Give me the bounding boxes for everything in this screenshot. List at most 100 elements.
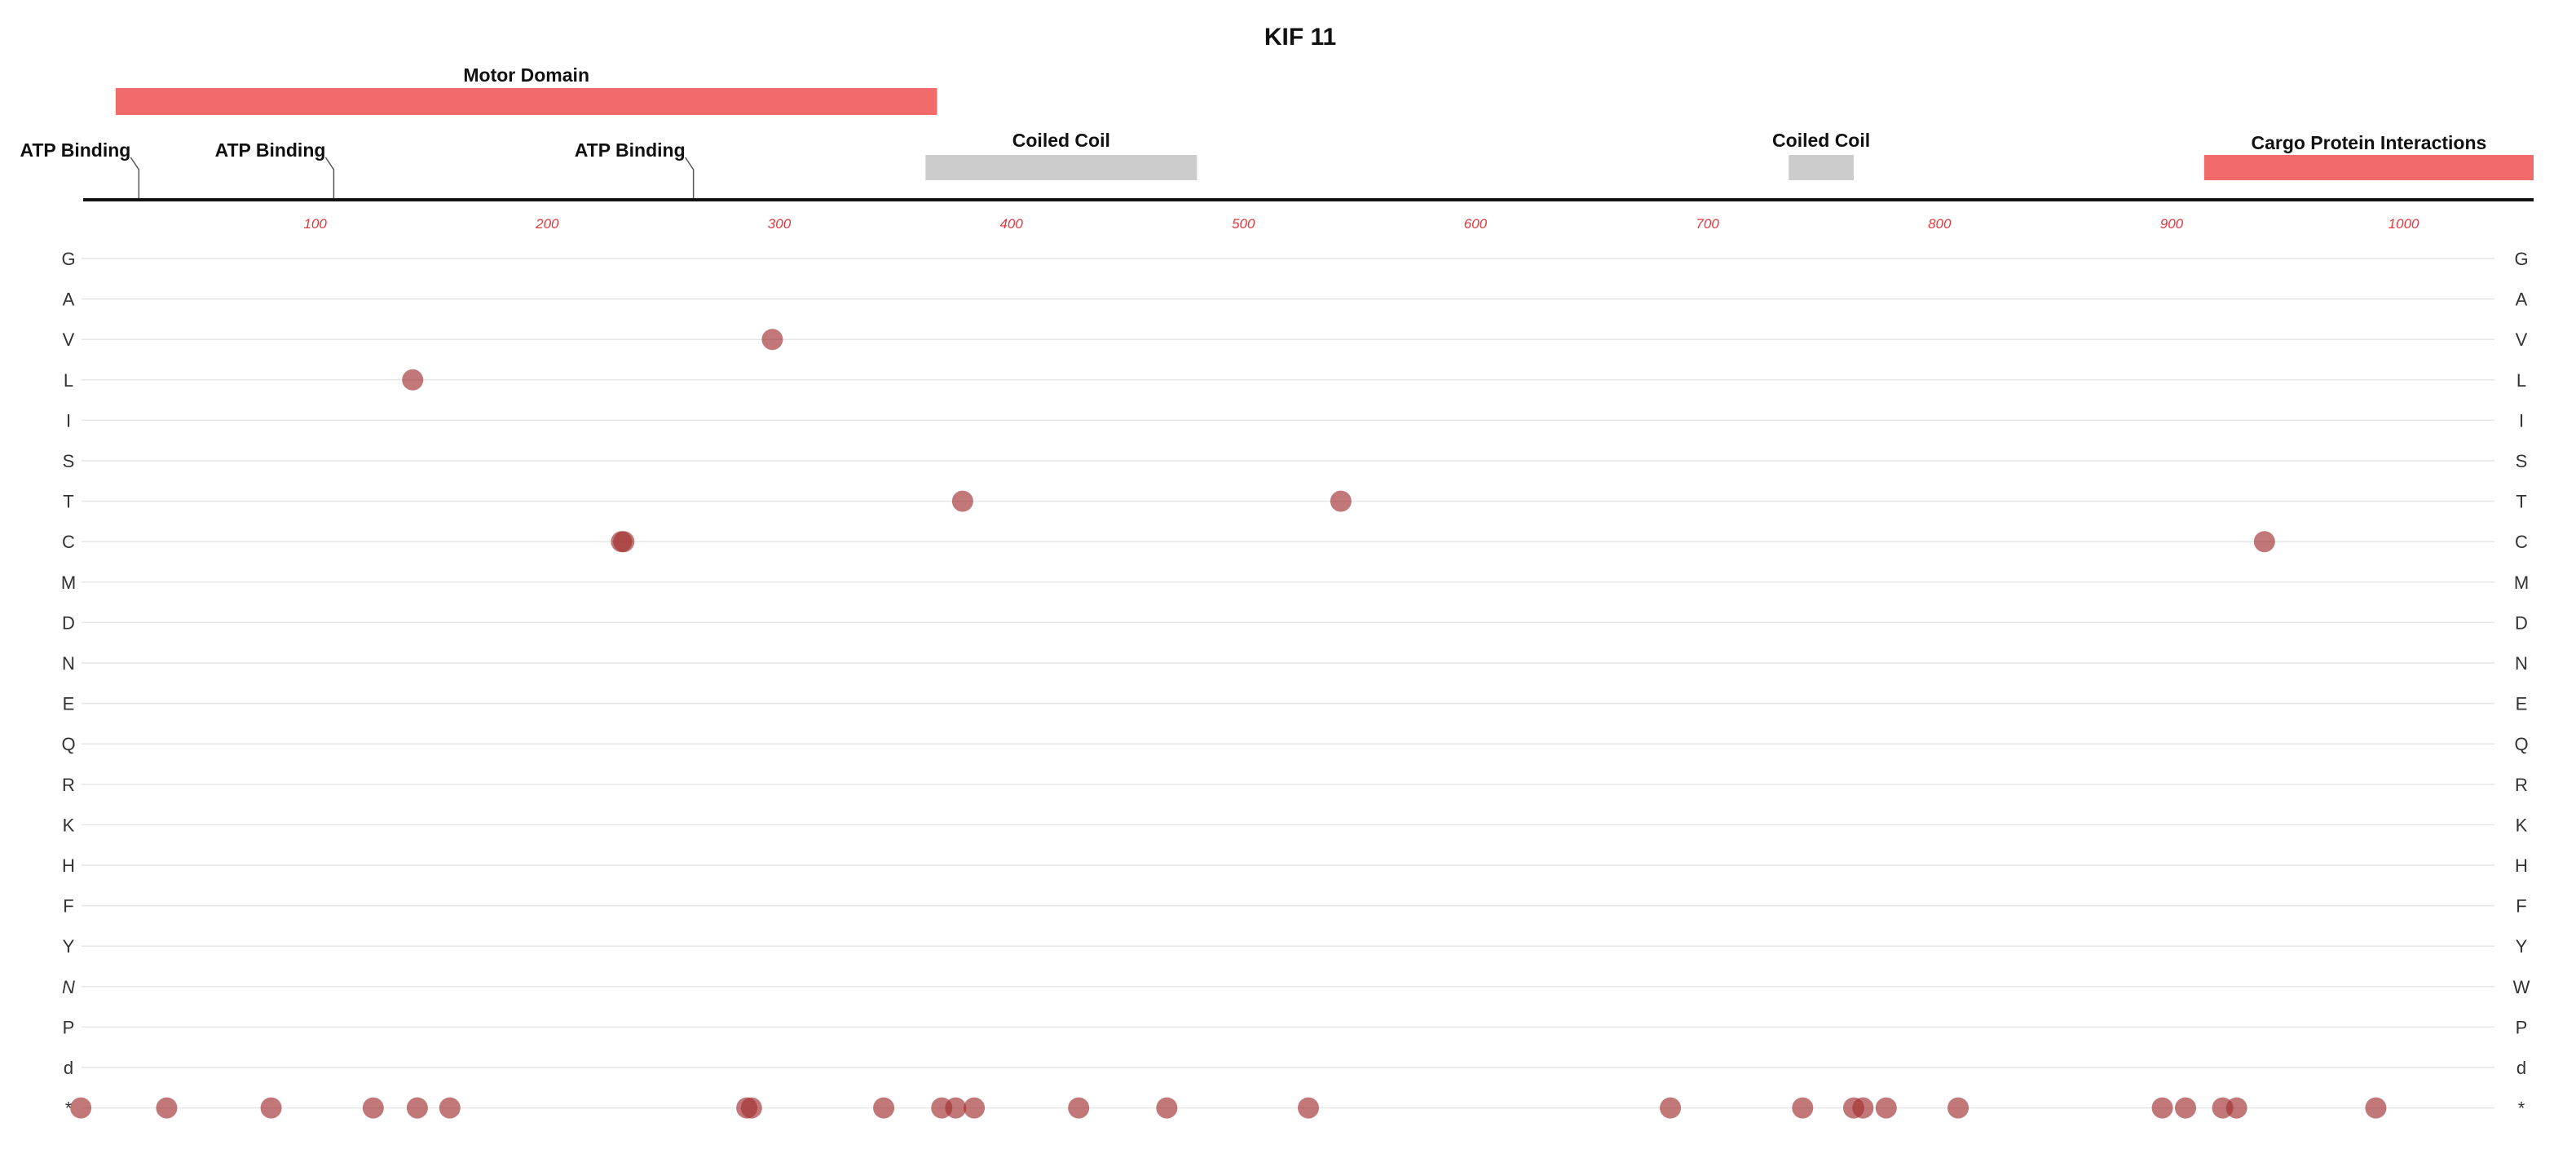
row-label-right-14: K <box>2516 815 2528 835</box>
site-leader-0 <box>130 157 140 200</box>
data-point-10 <box>362 1097 384 1119</box>
data-point-28 <box>2151 1097 2173 1119</box>
row-label-right-10: N <box>2515 653 2528 674</box>
domain-bar-0 <box>115 88 937 115</box>
x-tick-label-5: 600 <box>1464 216 1488 232</box>
row-label-right-18: W <box>2513 977 2530 997</box>
row-label-right-2: V <box>2516 329 2528 350</box>
row-label-left-21: * <box>65 1098 73 1119</box>
row-label-left-12: Q <box>61 734 75 754</box>
row-label-left-13: R <box>62 775 75 795</box>
row-label-right-11: E <box>2516 694 2528 714</box>
data-point-6 <box>2253 531 2275 553</box>
data-point-23 <box>1792 1097 1814 1119</box>
row-label-right-5: S <box>2516 451 2528 471</box>
data-point-17 <box>945 1097 967 1119</box>
data-point-20 <box>1156 1097 1178 1119</box>
row-label-left-5: S <box>63 451 75 471</box>
data-point-29 <box>2175 1097 2197 1119</box>
data-point-26 <box>1875 1097 1897 1119</box>
data-point-5 <box>613 531 635 553</box>
row-label-left-19: P <box>63 1017 75 1037</box>
domain-bar-2 <box>1789 155 1854 180</box>
x-tick-label-1: 200 <box>535 216 559 232</box>
data-point-32 <box>2365 1097 2387 1119</box>
data-point-31 <box>2225 1097 2247 1119</box>
site-label-2: ATP Binding <box>575 139 686 161</box>
row-label-right-17: Y <box>2516 936 2528 957</box>
row-grid: G GA AV VL LI IS ST TC CM MD DN NE EQ QR RK KH HF FY YN WP P… <box>61 249 2530 1119</box>
data-point-27 <box>1947 1097 1969 1119</box>
row-label-left-1: A <box>63 290 75 310</box>
data-point-25 <box>1852 1097 1874 1119</box>
row-label-left-18: N <box>62 977 75 997</box>
row-label-right-19: P <box>2516 1017 2528 1037</box>
x-tick-label-8: 900 <box>2160 216 2184 232</box>
row-label-left-11: E <box>63 694 75 714</box>
data-point-21 <box>1298 1097 1319 1119</box>
data-point-14 <box>740 1097 762 1119</box>
site-leader-2 <box>685 157 695 200</box>
data-point-12 <box>439 1097 461 1119</box>
data-point-1 <box>402 369 424 391</box>
domain-label-0: Motor Domain <box>463 64 589 86</box>
row-label-left-0: G <box>61 249 75 269</box>
row-label-right-15: H <box>2515 855 2528 876</box>
data-point-22 <box>1660 1097 1682 1119</box>
row-label-right-3: L <box>2516 370 2526 391</box>
row-label-left-3: L <box>64 370 73 391</box>
data-point-3 <box>1330 490 1352 512</box>
domain-label-3: Cargo Protein Interactions <box>2251 132 2486 153</box>
row-label-right-7: C <box>2515 532 2528 552</box>
row-label-left-9: D <box>62 612 75 633</box>
row-label-right-16: F <box>2516 896 2526 917</box>
data-point-19 <box>1068 1097 1090 1119</box>
row-label-right-12: Q <box>2514 734 2528 754</box>
data-point-9 <box>260 1097 282 1119</box>
site-track: ATP Binding ATP Binding ATP Binding <box>20 139 695 200</box>
domain-label-1: Coiled Coil <box>1012 130 1110 151</box>
x-tick-labels: 100 200 300 400 500 600 700 800 900 1000 <box>303 216 2419 232</box>
row-label-left-10: N <box>62 653 75 674</box>
data-point-15 <box>873 1097 895 1119</box>
row-label-left-15: H <box>62 855 75 876</box>
domain-bar-3 <box>2203 155 2534 180</box>
row-label-right-21: * <box>2518 1098 2525 1119</box>
site-label-1: ATP Binding <box>215 139 326 161</box>
data-point-2 <box>951 490 973 512</box>
row-label-left-14: K <box>63 815 75 835</box>
data-point-8 <box>156 1097 178 1119</box>
domain-label-2: Coiled Coil <box>1772 130 1870 151</box>
row-label-right-4: I <box>2519 410 2524 431</box>
site-leader-1 <box>324 157 335 200</box>
data-point-11 <box>406 1097 428 1119</box>
x-tick-label-0: 100 <box>303 216 327 232</box>
x-tick-label-4: 500 <box>1232 216 1255 232</box>
row-label-left-7: C <box>62 532 75 552</box>
row-label-right-8: M <box>2514 572 2529 593</box>
data-point-18 <box>964 1097 986 1119</box>
data-point-0 <box>761 329 783 351</box>
site-label-0: ATP Binding <box>20 139 130 161</box>
row-label-left-6: T <box>63 492 73 512</box>
row-label-left-4: I <box>66 410 71 431</box>
row-label-left-2: V <box>63 329 75 350</box>
x-tick-label-3: 400 <box>999 216 1023 232</box>
data-points <box>70 329 2387 1119</box>
x-tick-label-2: 300 <box>768 216 792 232</box>
domain-track: Motor Domain Coiled Coil Coiled Coil Cargo … <box>115 64 2534 180</box>
row-label-left-16: F <box>63 896 73 917</box>
row-label-right-1: A <box>2516 290 2528 310</box>
row-label-left-17: Y <box>63 936 75 957</box>
chart-title: KIF 11 <box>1264 24 1336 51</box>
x-tick-label-7: 800 <box>1928 216 1952 232</box>
row-label-right-6: T <box>2516 492 2526 512</box>
row-label-right-0: G <box>2514 249 2528 269</box>
x-tick-label-9: 1000 <box>2389 216 2419 232</box>
row-label-left-20: d <box>64 1058 73 1078</box>
data-point-7 <box>70 1097 92 1119</box>
domain-bar-1 <box>925 155 1198 180</box>
x-tick-label-6: 700 <box>1696 216 1719 232</box>
row-label-right-13: R <box>2515 775 2528 795</box>
